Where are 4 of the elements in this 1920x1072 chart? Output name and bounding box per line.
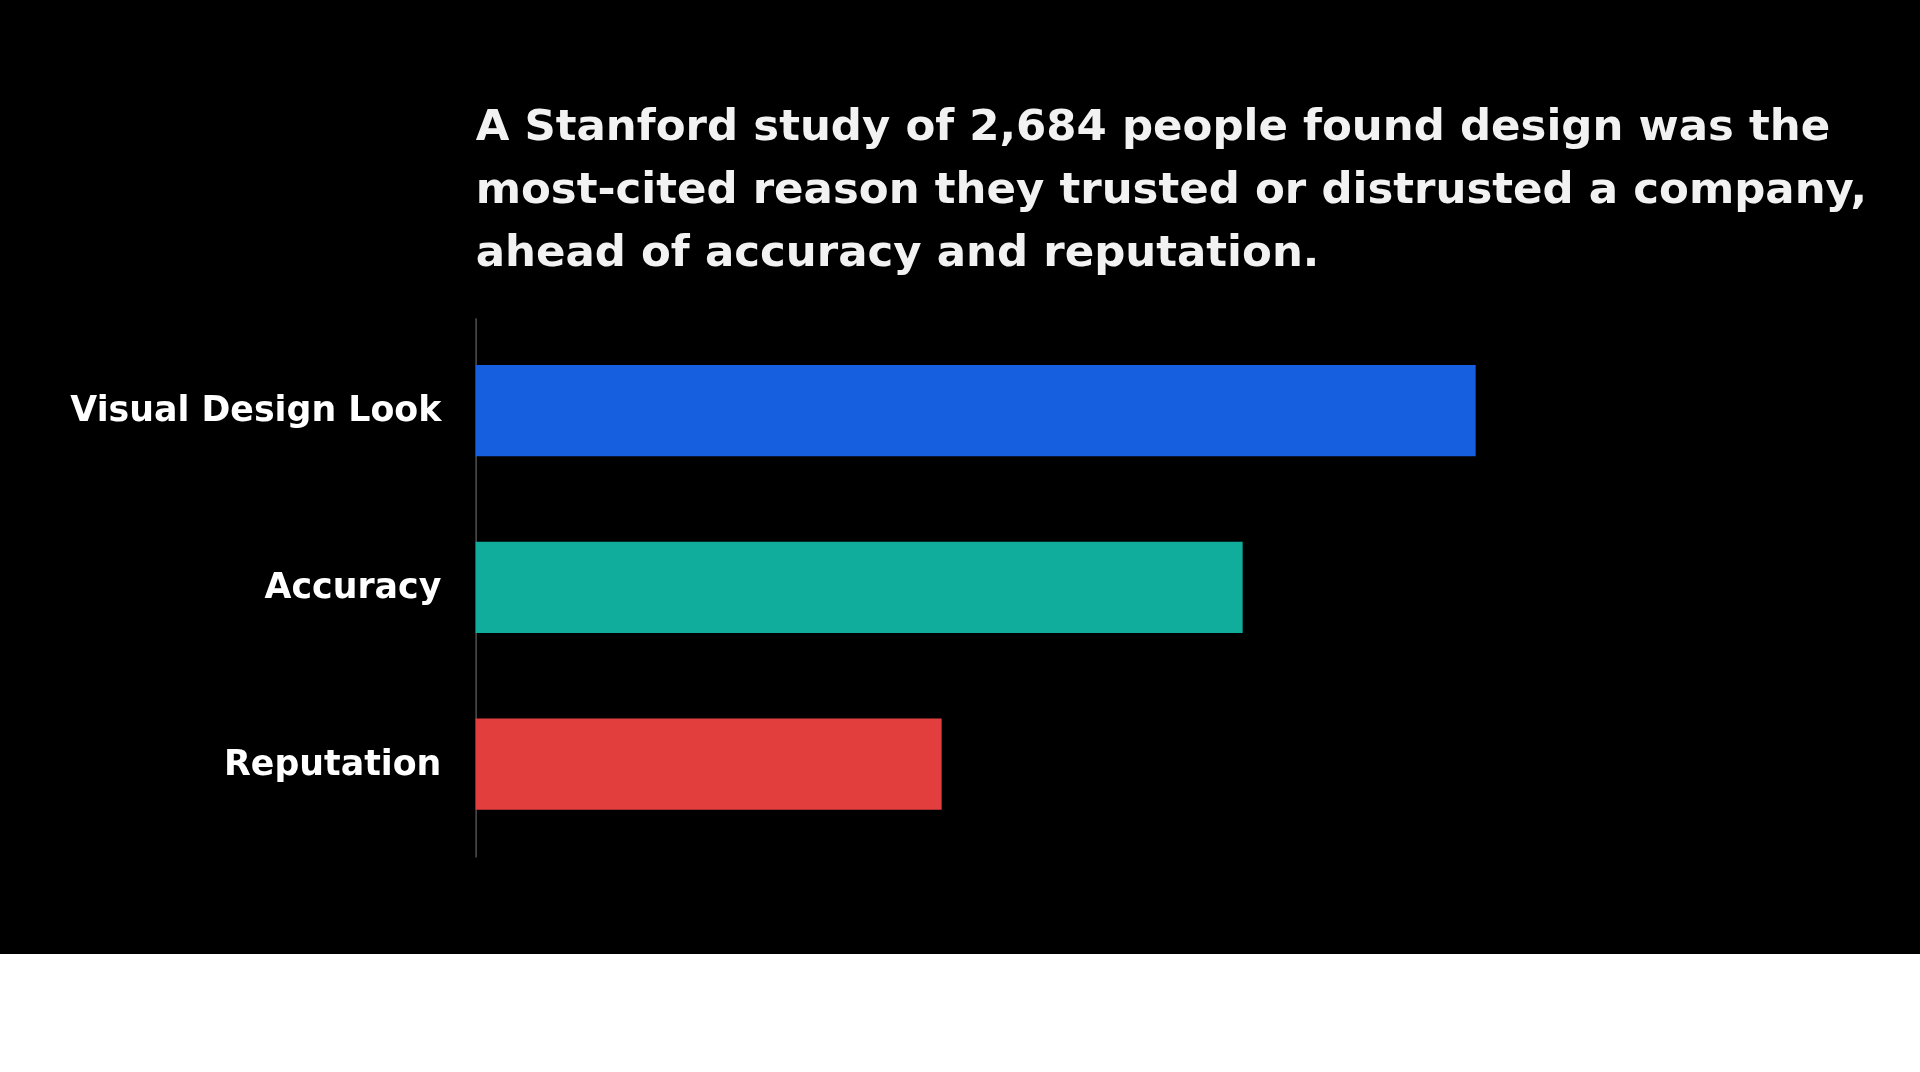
y-tick-label: Reputation (224, 742, 442, 783)
chart-title: A Stanford study of 2,684 people found design was the most-cited reason they trusted or distrusted a company, ahead of accuracy and reputation. (475, 100, 1868, 276)
y-tick-label: Visual Design Look (70, 389, 443, 430)
y-tick-label: Accuracy (264, 565, 442, 606)
